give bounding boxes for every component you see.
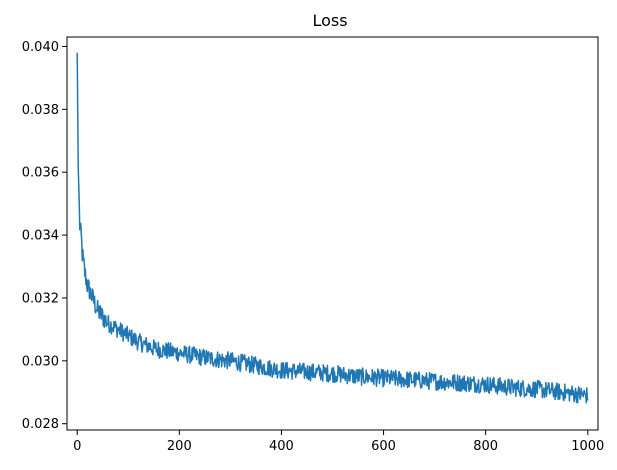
y-tick-label: 0.038 bbox=[22, 103, 59, 118]
y-tick-label: 0.036 bbox=[22, 166, 59, 181]
series-layer bbox=[76, 52, 589, 404]
y-tick-label: 0.030 bbox=[22, 354, 59, 369]
y-tick-label: 0.034 bbox=[22, 229, 59, 244]
x-tick-label: 600 bbox=[371, 439, 396, 454]
y-tick-label: 0.032 bbox=[22, 291, 59, 306]
plot-area-frame bbox=[66, 36, 599, 431]
x-axis: 0 200 400 600 800 1000 bbox=[73, 430, 604, 454]
chart-title: Loss bbox=[312, 11, 347, 30]
x-tick-label: 200 bbox=[167, 439, 192, 454]
x-tick-label: 1000 bbox=[571, 439, 604, 454]
x-tick-label: 0 bbox=[73, 439, 81, 454]
y-tick-label: 0.040 bbox=[22, 40, 59, 55]
y-axis: 0.028 0.030 0.032 0.034 0.036 0.038 0.040 bbox=[22, 40, 67, 432]
y-tick-label: 0.028 bbox=[22, 417, 59, 432]
x-tick-label: 800 bbox=[473, 439, 498, 454]
x-tick-label: 400 bbox=[269, 439, 294, 454]
loss-series-line bbox=[76, 52, 589, 404]
